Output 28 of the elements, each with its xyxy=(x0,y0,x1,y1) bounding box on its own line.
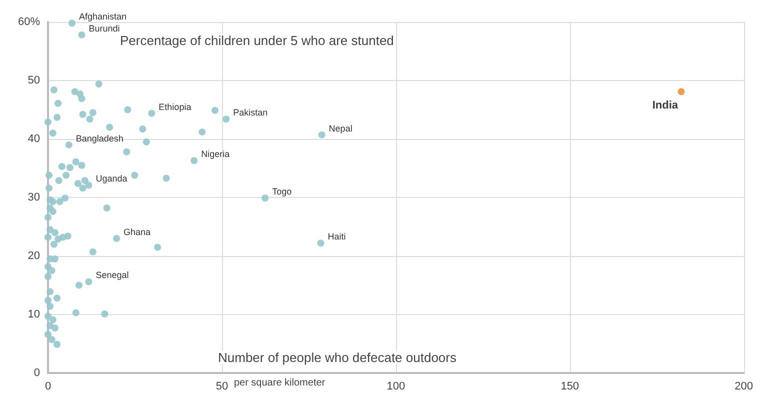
annotation: Nigeria xyxy=(201,149,230,160)
annotation: Bangladesh xyxy=(76,133,124,144)
y-tick-label: 60% xyxy=(18,16,40,28)
annotation: Togo xyxy=(272,186,292,197)
annotation: Senegal xyxy=(96,270,129,280)
text: per square kilometer xyxy=(234,378,326,388)
y-tick-label: 10 xyxy=(28,308,40,320)
y-tick-label: 40 xyxy=(28,133,40,145)
y-tick-label: 30 xyxy=(28,192,40,204)
y-tick-label: 20 xyxy=(28,250,40,262)
x-axis-title: Number of people who defecate outdoors xyxy=(218,350,457,365)
annotation: Burundi xyxy=(88,23,120,34)
series-label: India xyxy=(652,100,679,112)
x-tick-label: 0 xyxy=(44,380,52,392)
y-tick-label: 50 xyxy=(28,74,40,86)
annotation: Nepal xyxy=(328,123,352,134)
y-axis-title: Percentage of children under 5 who are stunted xyxy=(120,33,394,48)
x-tick-label: 50 xyxy=(216,380,228,392)
annotation: Haiti xyxy=(328,232,346,242)
annotation: Ethiopia xyxy=(158,102,192,112)
annotation: Pakistan xyxy=(233,108,268,118)
x-tick-label: 100 xyxy=(386,380,406,392)
annotation: Uganda xyxy=(96,174,128,184)
x-tick-label: 150 xyxy=(560,380,580,392)
annotation: Afghanistan xyxy=(79,12,127,22)
y-tick-label: 0 xyxy=(34,367,40,379)
x-tick-label: 200 xyxy=(734,380,754,392)
annotation: Ghana xyxy=(124,226,151,237)
